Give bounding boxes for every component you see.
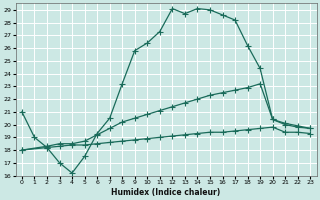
X-axis label: Humidex (Indice chaleur): Humidex (Indice chaleur) (111, 188, 221, 197)
